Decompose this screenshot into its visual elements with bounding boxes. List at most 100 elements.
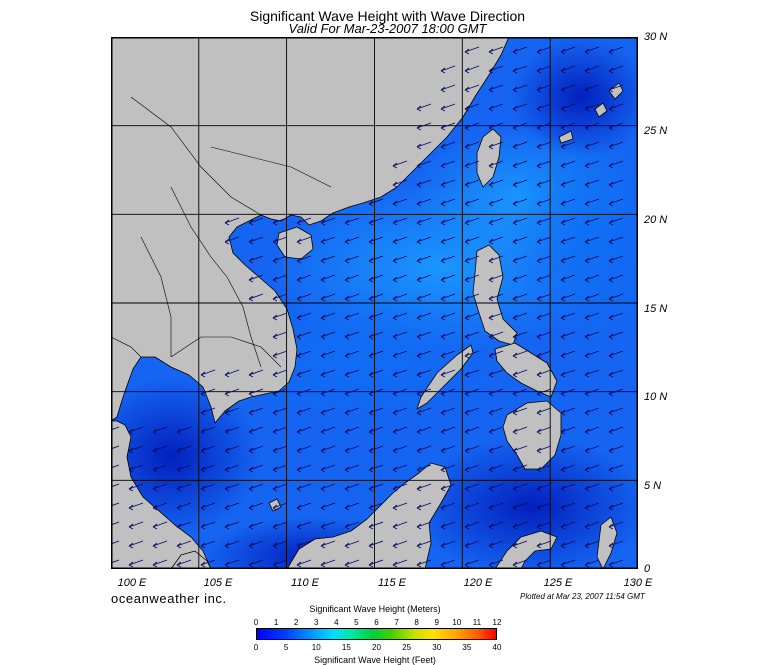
wave-arrow bbox=[368, 274, 384, 283]
wave-arrow bbox=[416, 103, 432, 112]
wave-arrow bbox=[344, 293, 360, 302]
wave-arrow bbox=[296, 426, 312, 435]
wave-arrow bbox=[560, 84, 576, 93]
wave-arrow bbox=[440, 160, 456, 169]
wave-arrow bbox=[584, 483, 600, 492]
wave-arrow bbox=[464, 293, 480, 302]
wave-arrow bbox=[392, 350, 408, 359]
wave-arrow bbox=[560, 502, 576, 511]
wave-arrow bbox=[536, 483, 552, 492]
wave-arrow bbox=[536, 160, 552, 169]
wave-arrow bbox=[440, 483, 456, 492]
colorbar-meter-tick: 6 bbox=[374, 618, 379, 627]
wave-arrow bbox=[368, 293, 384, 302]
wave-arrow bbox=[608, 388, 624, 397]
wave-arrow bbox=[128, 483, 144, 492]
wave-arrow bbox=[488, 502, 504, 511]
wave-arrow bbox=[512, 255, 528, 264]
wave-arrow bbox=[536, 540, 552, 549]
wave-arrow bbox=[344, 274, 360, 283]
wave-arrow bbox=[488, 293, 504, 302]
wave-arrow bbox=[440, 236, 456, 245]
wave-arrow bbox=[584, 236, 600, 245]
wave-arrow bbox=[224, 559, 240, 568]
wave-arrow bbox=[464, 255, 480, 264]
lon-label-110e: 110 E bbox=[291, 577, 319, 589]
wave-arrow bbox=[416, 559, 432, 568]
wave-arrow bbox=[464, 407, 480, 416]
wave-arrow bbox=[488, 521, 504, 530]
wave-arrow bbox=[272, 464, 288, 473]
colorbar-meter-tick: 3 bbox=[314, 618, 319, 627]
wave-arrow bbox=[536, 559, 552, 568]
wave-arrow bbox=[320, 521, 336, 530]
wave-arrow bbox=[152, 540, 168, 549]
wave-arrow bbox=[512, 559, 528, 568]
wave-arrow bbox=[464, 502, 480, 511]
wave-arrow bbox=[512, 179, 528, 188]
lon-label-100e: 100 E bbox=[117, 577, 147, 589]
map-title: Significant Wave Height with Wave Direct… bbox=[249, 8, 526, 24]
wave-arrow bbox=[344, 369, 360, 378]
wave-arrow bbox=[440, 521, 456, 530]
wave-arrow bbox=[344, 426, 360, 435]
wave-arrow bbox=[320, 331, 336, 340]
wave-arrow bbox=[464, 445, 480, 454]
wave-arrow bbox=[200, 483, 216, 492]
wave-arrow bbox=[200, 426, 216, 435]
wave-arrow bbox=[416, 407, 432, 416]
wave-arrow bbox=[344, 521, 360, 530]
wave-arrow bbox=[584, 540, 600, 549]
wave-arrow bbox=[440, 65, 456, 74]
wave-arrow bbox=[224, 369, 240, 378]
halmahera-island bbox=[596, 516, 618, 569]
colorbar-title-meters: Significant Wave Height (Meters) bbox=[309, 604, 441, 614]
wave-arrow bbox=[464, 236, 480, 245]
wave-arrow bbox=[320, 407, 336, 416]
wave-arrow bbox=[512, 464, 528, 473]
wave-arrow bbox=[392, 559, 408, 568]
wave-arrow bbox=[464, 540, 480, 549]
wave-arrow bbox=[320, 217, 336, 226]
wave-arrow bbox=[440, 198, 456, 207]
wave-arrow bbox=[584, 84, 600, 93]
wave-arrow bbox=[608, 217, 624, 226]
luzon-island bbox=[472, 244, 518, 346]
wave-arrow bbox=[296, 312, 312, 321]
colorbar-meter-tick: 2 bbox=[293, 618, 299, 627]
wave-arrow bbox=[248, 217, 264, 226]
wave-arrow bbox=[416, 369, 432, 378]
wave-arrow bbox=[464, 198, 480, 207]
map-subtitle: Valid For Mar-23-2007 18:00 GMT bbox=[288, 21, 487, 36]
wave-arrow bbox=[440, 407, 456, 416]
wave-arrow bbox=[440, 350, 456, 359]
wave-arrow bbox=[440, 217, 456, 226]
wave-arrow bbox=[464, 46, 480, 55]
wave-arrow bbox=[416, 160, 432, 169]
wave-arrow bbox=[224, 426, 240, 435]
wave-arrow bbox=[536, 464, 552, 473]
wave-arrow bbox=[608, 103, 624, 112]
wave-arrow bbox=[464, 483, 480, 492]
wave-arrow bbox=[272, 540, 288, 549]
wave-arrow bbox=[488, 198, 504, 207]
wave-arrow bbox=[368, 369, 384, 378]
wave-arrow bbox=[416, 141, 432, 150]
wave-arrow bbox=[464, 84, 480, 93]
wave-arrow bbox=[392, 255, 408, 264]
wave-arrow bbox=[296, 483, 312, 492]
wave-arrow bbox=[368, 198, 384, 207]
wave-arrow bbox=[512, 160, 528, 169]
wave-arrow bbox=[536, 65, 552, 74]
wave-arrow bbox=[296, 369, 312, 378]
wave-arrow bbox=[416, 217, 432, 226]
wave-arrow bbox=[248, 293, 264, 302]
wave-arrow bbox=[584, 65, 600, 74]
wave-arrow bbox=[440, 540, 456, 549]
wave-arrow bbox=[248, 236, 264, 245]
wave-arrow bbox=[248, 521, 264, 530]
wave-arrow bbox=[536, 312, 552, 321]
wave-arrow bbox=[344, 559, 360, 568]
wave-arrow bbox=[608, 160, 624, 169]
wave-arrow bbox=[536, 388, 552, 397]
